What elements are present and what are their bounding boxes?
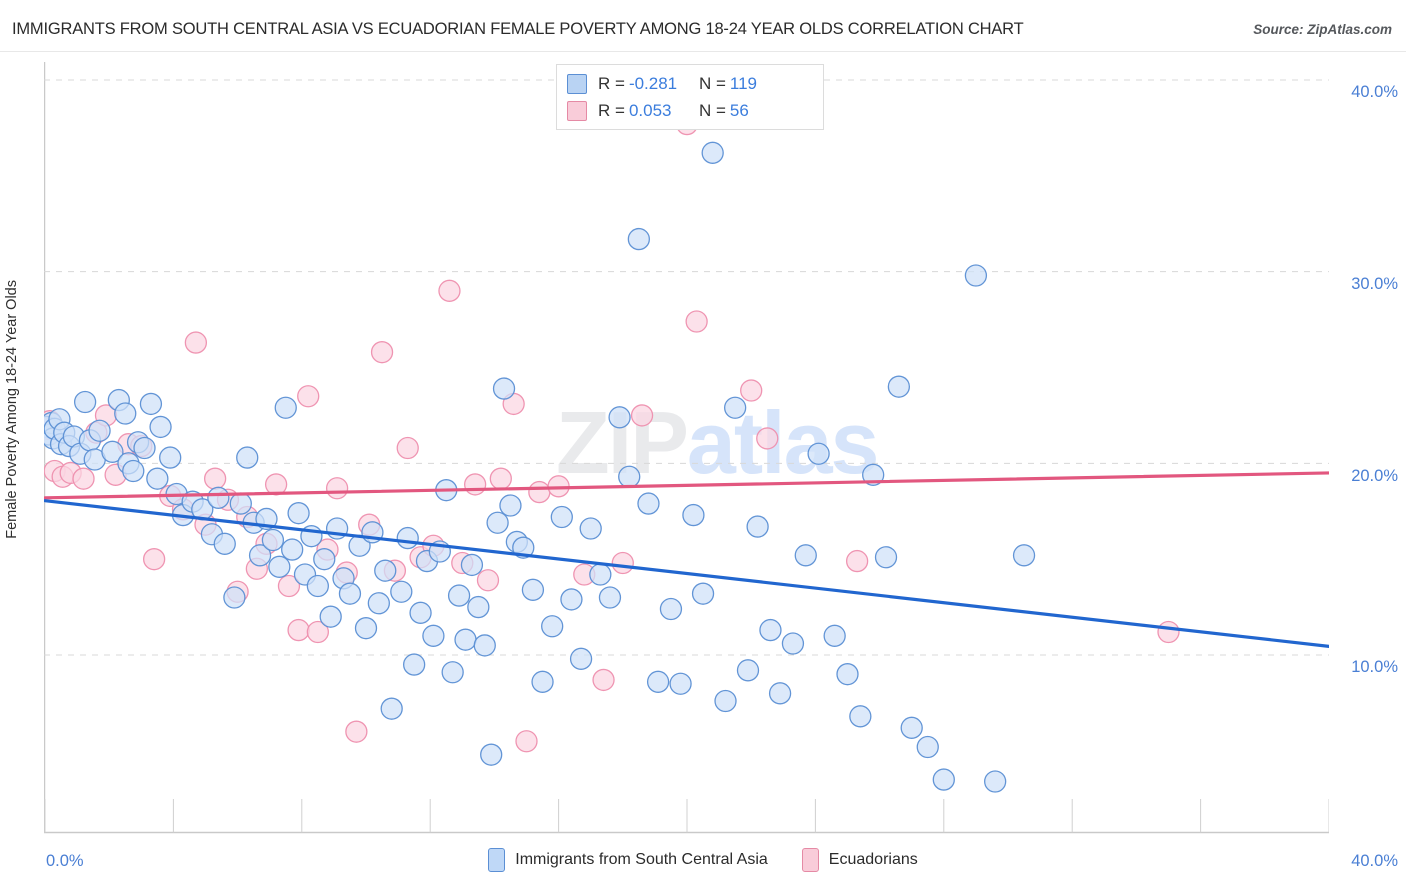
plot-area bbox=[44, 62, 1329, 835]
x-tick-label-max: 40.0% bbox=[1351, 852, 1398, 870]
y-tick-label-10: 10.0% bbox=[1351, 658, 1398, 676]
stats-row-pink: R = 0.053 N = 56 bbox=[567, 97, 813, 124]
legend-swatch-pink bbox=[801, 848, 819, 872]
stats-row-blue: R = -0.281 N = 119 bbox=[567, 70, 813, 97]
legend-item-blue[interactable]: Immigrants from South Central Asia bbox=[488, 848, 768, 872]
pink-series-swatch bbox=[567, 100, 587, 121]
legend-label-blue: Immigrants from South Central Asia bbox=[515, 851, 768, 868]
y-axis-title: Female Poverty Among 18-24 Year Olds bbox=[4, 280, 20, 539]
page-title: IMMIGRANTS FROM SOUTH CENTRAL ASIA VS EC… bbox=[12, 20, 1024, 38]
blue-series-swatch bbox=[567, 73, 587, 94]
pink-n-label: N = bbox=[698, 100, 726, 120]
blue-n-label: N = bbox=[698, 73, 726, 93]
scatter-svg bbox=[44, 62, 1329, 834]
legend-item-pink[interactable]: Ecuadorians bbox=[801, 848, 918, 872]
series-legend: Immigrants from South Central Asia Ecuad… bbox=[0, 848, 1406, 872]
pink-r-value: 0.053 bbox=[628, 100, 672, 120]
pink-n-value: 56 bbox=[729, 100, 749, 120]
blue-r-value: -0.281 bbox=[628, 73, 678, 93]
x-tick-label-min: 0.0% bbox=[46, 852, 84, 870]
header-divider bbox=[0, 51, 1406, 52]
y-tick-label-40: 40.0% bbox=[1351, 83, 1398, 101]
blue-r-label: R = bbox=[598, 73, 625, 93]
chart-header: IMMIGRANTS FROM SOUTH CENTRAL ASIA VS EC… bbox=[0, 0, 1406, 52]
correlation-stats-box: R = -0.281 N = 119 R = 0.053 N = 56 bbox=[556, 64, 824, 130]
source-label: Source: ZipAtlas.com bbox=[1253, 22, 1392, 37]
y-tick-label-30: 30.0% bbox=[1351, 275, 1398, 293]
y-tick-label-20: 20.0% bbox=[1351, 467, 1398, 485]
legend-label-pink: Ecuadorians bbox=[828, 851, 918, 868]
pink-r-label: R = bbox=[598, 100, 625, 120]
blue-n-value: 119 bbox=[729, 73, 757, 93]
legend-swatch-blue bbox=[488, 848, 506, 872]
